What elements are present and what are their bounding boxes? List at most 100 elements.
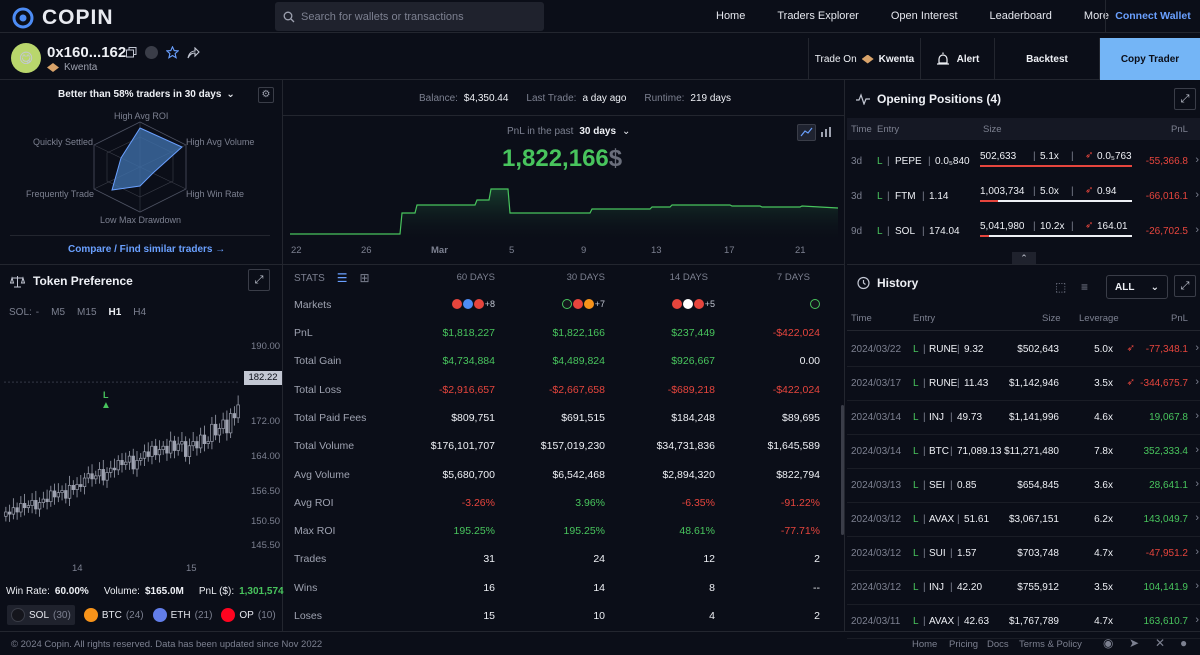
history-row[interactable]: 2024/03/11 L | AVAX | 42.63 $1,767,789 4.7x 163,… [847,605,1200,639]
current-price-tag: 182.22 [244,371,282,385]
x-twitter-icon[interactable]: ✕ [1155,636,1166,650]
markets-cell: +5 [605,298,715,312]
nav-open-interest[interactable]: Open Interest [890,10,958,22]
expand-icon[interactable]: ⤢ [248,269,270,291]
candle-body [150,445,154,457]
interval-m15[interactable]: M15 [77,307,97,318]
column-header: 60 DAYS [456,272,495,283]
stats-row: Avg ROI -3.26% 3.96% -6.35% -91.22% [285,489,840,517]
scrollbar[interactable] [841,405,844,535]
interval-m5[interactable]: M5 [51,307,66,318]
position-entry: 0.0₅840 [935,156,970,167]
row-label: Total Gain [294,355,342,368]
telegram-icon[interactable]: ➤ [1129,636,1140,650]
history-row[interactable]: 2024/03/12 L | INJ | 42.20 $755,912 3.5x 104,141… [847,571,1200,605]
candle-body [64,490,68,499]
interval-h1[interactable]: H1 [108,307,122,318]
chart-view-icon[interactable]: ⬚ [1055,280,1067,294]
candle-body [120,460,124,466]
position-leverage: 5.0x [1040,186,1059,197]
last-trade-value: a day ago [582,93,627,104]
alert-button[interactable]: Alert [920,38,994,80]
search-icon [283,11,295,22]
discord-icon[interactable]: ◉ [1103,636,1114,650]
candle-body [79,484,83,487]
history-filter-select[interactable]: ALL ⌄ [1106,275,1168,299]
footer-link-terms[interactable]: Terms & Policy [1019,639,1082,650]
search-input[interactable] [301,10,531,23]
grid-view-icon[interactable]: ⊞ [359,271,370,285]
footer-link-pricing[interactable]: Pricing [949,639,979,650]
column-header: Entry [913,313,936,324]
radar-label-quickly-settled: Quickly Settled [33,137,94,147]
arrow-up-icon: ▲ [101,400,111,411]
interval-h4[interactable]: H4 [133,307,147,318]
nav-traders-explorer[interactable]: Traders Explorer [777,10,859,22]
history-header: History [856,276,918,290]
history-leverage: 3.5x [1094,378,1113,389]
backtest-button[interactable]: Backtest [994,38,1099,80]
radar-settings-gear-icon[interactable]: ⚙ [258,87,274,103]
opening-position-row[interactable]: 9d L | SOL | 174.04 5,041,980 | 10.2x | ➶ 164.01 -26… [847,214,1200,248]
separator: | [923,582,926,593]
token-tab-eth[interactable]: ETH (21) [152,608,212,622]
connect-wallet-button[interactable]: Connect Wallet [1105,0,1200,33]
row-label: Total Loss [294,383,342,396]
row-label: Total Paid Fees [294,411,367,424]
stats-cell: $157,019,230 [540,440,605,453]
expand-icon[interactable]: ⤢ [1174,88,1196,110]
history-row[interactable]: 2024/03/12 L | AVAX | 51.61 $3,067,151 6.2x 143,… [847,503,1200,537]
history-entry: 0.85 [957,480,977,491]
sort-icon[interactable]: ≡ [1081,280,1089,294]
history-row[interactable]: 2024/03/13 L | SEI | 0.85 $654,845 3.6x 28,641.1… [847,469,1200,503]
brand-logo[interactable]: COPIN [12,6,114,30]
history-leverage: 4.7x [1094,548,1113,559]
github-icon[interactable]: ● [1180,636,1188,650]
token-tab-btc[interactable]: BTC (24) [83,608,144,622]
copy-trader-button[interactable]: Copy Trader [1099,38,1200,80]
history-row[interactable]: 2024/03/17 L | RUNE | 11.43 $1,142,946 3.5x ➶ -34… [847,367,1200,401]
candle-body [236,404,240,419]
footer-link-docs[interactable]: Docs [987,639,1009,650]
list-view-icon[interactable]: ☰ [336,271,348,285]
candle-body [180,441,184,445]
nav-more[interactable]: More [1083,10,1109,22]
footer-link-home[interactable]: Home [912,639,938,650]
expand-icon[interactable]: ⤢ [1174,275,1196,297]
candle-body [97,469,102,477]
radar-label-frequently-trade: Frequently Trade [26,189,95,199]
opening-position-row[interactable]: 3d L | PEPE | 0.0₅840 502,633 | 5.1x | ➶ 0.0₅763 -55… [847,144,1200,178]
radar-period-selector[interactable]: Better than 58% traders in 30 days ⌄ [58,89,235,100]
stats-cell: 2 [814,610,820,622]
nav-leaderboard[interactable]: Leaderboard [989,10,1052,22]
history-row[interactable]: 2024/03/22 L | RUNE | 9.32 $502,643 5.0x ➶ -77,34… [847,333,1200,367]
position-pnl: -66,016.1 [1145,191,1188,202]
column-header: 7 DAYS [776,272,810,283]
history-row[interactable]: 2024/03/14 L | BTC | 71,089.13 $11,271,480 7.8x… [847,435,1200,469]
markets-more-count: +7 [594,298,605,309]
x-tick: 14 [72,563,83,574]
line-chart-toggle-icon[interactable] [797,124,816,141]
star-icon[interactable] [166,46,179,59]
nav-home[interactable]: Home [716,10,746,22]
history-row[interactable]: 2024/03/14 L | INJ | 49.73 $1,141,996 4.6x 19,06… [847,401,1200,435]
bar-chart-toggle-icon[interactable] [818,124,837,141]
token-tab-op[interactable]: OP (10) [221,608,276,622]
history-pnl: 28,641.1 [1149,480,1188,491]
position-time: 9d [851,226,863,237]
opening-positions-title: Opening Positions (4) [877,92,1002,106]
pnl-period-selector[interactable]: PnL in the past 30 days ⌄ [507,126,630,137]
search-bar[interactable] [275,2,544,31]
trade-on-button[interactable]: Trade On Kwenta [808,38,920,80]
volume-value: $165.0M [144,586,184,597]
candle-body [157,449,162,456]
opening-position-row[interactable]: 3d L | FTM | 1.14 1,003,734 | 5.0x | ➶ 0.94 -66,016.… [847,179,1200,213]
history-row[interactable]: 2024/03/12 L | SUI | 1.57 $703,748 4.7x -47,951.… [847,537,1200,571]
compare-traders-link[interactable]: Compare / Find similar traders → [68,244,226,255]
candle-body [90,473,94,480]
share-icon[interactable] [187,46,200,59]
collapse-chevron-up-icon[interactable]: ⌃ [1012,252,1036,264]
history-date: 2024/03/13 [851,480,902,491]
copy-icon[interactable] [126,47,137,58]
token-tab-sol[interactable]: SOL (30) [7,605,75,625]
